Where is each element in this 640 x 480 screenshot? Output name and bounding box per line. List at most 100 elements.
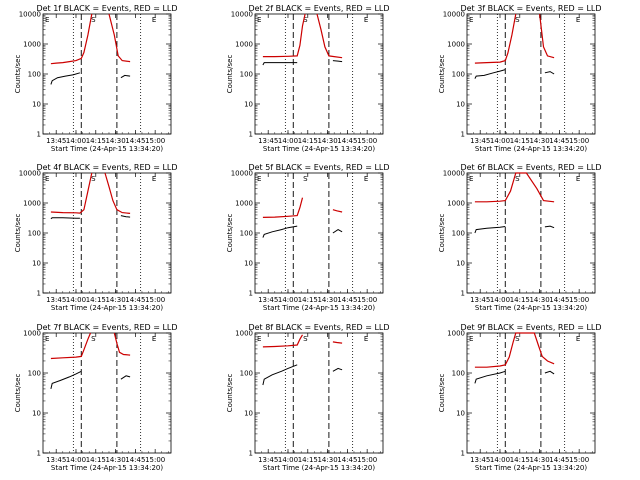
events-line [50, 72, 81, 85]
marker-letter: E [576, 335, 580, 343]
marker-letter: E [45, 175, 49, 183]
x-tick-label: 15:00 [145, 456, 165, 464]
plot-frame [254, 332, 384, 454]
marker-letter: S [303, 175, 308, 183]
panel-title: Det 9f BLACK = Events, RED = LLD [460, 323, 601, 332]
det-7f-panel: Det 7f BLACK = Events, RED = LLD 1 10 100 10… [14, 323, 178, 472]
marker-letter: E [364, 16, 368, 24]
lld-line [113, 332, 131, 356]
x-tick-label: 13:45 [470, 296, 490, 304]
marker-letter: E [257, 16, 261, 24]
x-tick-label: 14:15 [510, 137, 530, 145]
x-tick-label: 15:00 [145, 296, 165, 304]
events-line [120, 215, 131, 218]
x-tick-label: 15:00 [357, 296, 377, 304]
marker-letter: E [257, 175, 261, 183]
y-axis-label: Counts/sec [14, 55, 22, 94]
marker-letter: S [515, 175, 520, 183]
y-tick-label: 1000 [23, 200, 41, 208]
events-line [332, 367, 343, 372]
x-tick-label: 14:15 [298, 137, 318, 145]
events-line [262, 62, 298, 66]
y-tick-label: 1 [37, 450, 41, 458]
x-tick-label: 14:30 [105, 137, 125, 145]
marker-letter: E [152, 16, 156, 24]
x-axis-label: Start Time (24-Apr-15 13:34:20) [263, 145, 375, 153]
x-axis-label: Start Time (24-Apr-15 13:34:20) [51, 464, 163, 472]
panel-title: Det 7f BLACK = Events, RED = LLD [36, 323, 177, 332]
events-line [120, 375, 131, 380]
lld-line [50, 332, 92, 360]
marker-letter: S [515, 16, 520, 24]
panel-title: Det 3f BLACK = Events, RED = LLD [460, 4, 601, 13]
y-tick-label: 10 [456, 101, 465, 109]
panel-title: Det 5f BLACK = Events, RED = LLD [248, 163, 389, 172]
x-tick-label: 13:45 [46, 137, 66, 145]
x-tick-label: 14:00 [66, 296, 86, 304]
marker-letter: E [45, 16, 49, 24]
y-tick-label: 100 [240, 71, 253, 79]
marker-letter: E [576, 175, 580, 183]
y-tick-label: 1000 [23, 330, 41, 338]
y-tick-label: 1000 [235, 200, 253, 208]
events-line [120, 74, 131, 79]
y-tick-label: 10 [456, 410, 465, 418]
y-tick-label: 1 [37, 290, 41, 298]
x-tick-label: 14:15 [86, 137, 106, 145]
x-tick-label: 14:00 [66, 456, 86, 464]
events-line [262, 364, 298, 386]
plot-frame [466, 172, 596, 294]
y-tick-label: 10 [456, 260, 465, 268]
det-6f-panel: Det 6f BLACK = Events, RED = LLD 1 10 100 10… [438, 163, 602, 312]
x-tick-label: 14:45 [125, 137, 145, 145]
x-axis-label: Start Time (24-Apr-15 13:34:20) [263, 304, 375, 312]
y-tick-label: 1 [249, 290, 253, 298]
y-tick-label: 10 [244, 410, 253, 418]
x-tick-label: 13:45 [470, 137, 490, 145]
events-line [262, 225, 298, 238]
x-tick-label: 13:45 [46, 296, 66, 304]
x-tick-label: 14:45 [549, 456, 569, 464]
lld-line [474, 172, 555, 203]
marker-letter: E [469, 175, 473, 183]
x-tick-label: 14:15 [510, 456, 530, 464]
marker-letter: E [364, 175, 368, 183]
x-tick-label: 14:45 [125, 456, 145, 464]
x-axis-label: Start Time (24-Apr-15 13:34:20) [475, 304, 587, 312]
x-tick-label: 14:30 [317, 137, 337, 145]
y-tick-label: 1 [461, 290, 465, 298]
events-line [544, 225, 555, 229]
x-axis-label: Start Time (24-Apr-15 13:34:20) [475, 464, 587, 472]
x-tick-label: 13:45 [470, 456, 490, 464]
y-tick-label: 1 [461, 450, 465, 458]
x-tick-label: 14:00 [278, 456, 298, 464]
x-tick-label: 15:00 [145, 137, 165, 145]
lld-line [104, 172, 131, 214]
panel-title: Det 2f BLACK = Events, RED = LLD [248, 4, 389, 13]
x-tick-label: 14:30 [529, 137, 549, 145]
panel-title: Det 8f BLACK = Events, RED = LLD [248, 323, 389, 332]
y-tick-label: 10 [32, 101, 41, 109]
x-tick-label: 13:45 [258, 456, 278, 464]
x-tick-label: 14:30 [105, 456, 125, 464]
x-tick-label: 14:45 [337, 137, 357, 145]
x-tick-label: 14:00 [490, 296, 510, 304]
y-tick-label: 1000 [235, 330, 253, 338]
x-tick-label: 14:15 [298, 456, 318, 464]
marker-letter: E [469, 16, 473, 24]
panel-title: Det 4f BLACK = Events, RED = LLD [36, 163, 177, 172]
marker-letter: E [152, 335, 156, 343]
y-tick-label: 1000 [447, 41, 465, 49]
x-tick-label: 14:00 [66, 137, 86, 145]
lld-line [539, 13, 555, 59]
det-8f-panel: Det 8f BLACK = Events, RED = LLD 1 10 100 10… [226, 323, 390, 472]
y-tick-label: 1000 [447, 200, 465, 208]
marker-letter: S [303, 16, 308, 24]
lld-line [332, 209, 343, 213]
y-tick-label: 1 [37, 131, 41, 139]
x-tick-label: 15:00 [357, 456, 377, 464]
lld-line [316, 13, 343, 59]
plot-frame [466, 332, 596, 454]
plot-frame [42, 172, 172, 294]
y-tick-label: 10 [244, 101, 253, 109]
